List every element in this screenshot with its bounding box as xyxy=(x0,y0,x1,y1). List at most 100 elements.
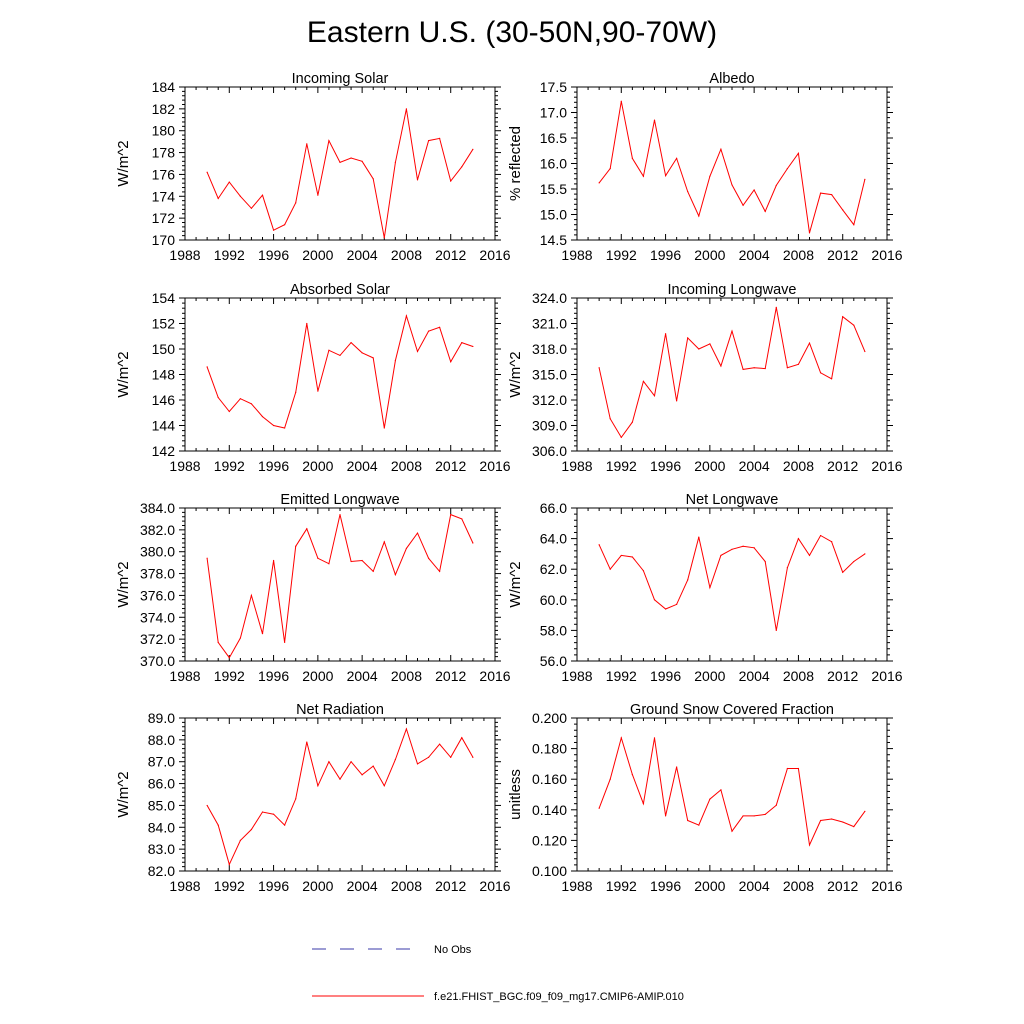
data-point xyxy=(261,633,264,635)
data-point xyxy=(775,629,777,632)
data-point xyxy=(831,378,833,380)
y-tick-label: 315.0 xyxy=(532,367,567,383)
y-tick-label: 182 xyxy=(152,101,176,117)
data-point xyxy=(808,554,811,557)
data-point xyxy=(620,554,622,557)
main-title: Eastern U.S. (30-50N,90-70W) xyxy=(307,16,717,49)
x-tick-label: 2004 xyxy=(739,458,770,474)
data-point xyxy=(808,232,811,234)
data-point xyxy=(317,390,319,392)
y-tick-label: 16.0 xyxy=(540,156,567,172)
data-point xyxy=(731,830,733,832)
x-tick-label: 1996 xyxy=(258,458,289,474)
data-point xyxy=(339,778,341,780)
data-point xyxy=(328,139,330,142)
data-point xyxy=(239,839,241,842)
y-axis-label: unitless xyxy=(507,769,524,820)
data-point xyxy=(842,821,844,823)
x-tick-label: 2000 xyxy=(302,247,333,263)
y-tick-label: 62.0 xyxy=(540,561,567,577)
data-point xyxy=(372,357,374,359)
x-tick-label: 2016 xyxy=(871,878,902,894)
data-point xyxy=(295,545,297,547)
data-point xyxy=(797,538,800,540)
data-point xyxy=(642,570,645,572)
y-tick-label: 324.0 xyxy=(532,290,567,306)
data-point xyxy=(439,326,441,328)
data-point xyxy=(764,813,766,815)
data-point xyxy=(206,366,208,368)
legend-model-label: f.e21.FHIST_BGC.f09_f09_mg17.CMIP6-AMIP.… xyxy=(434,991,684,1003)
data-point xyxy=(753,367,755,369)
data-point xyxy=(808,342,811,344)
y-tick-label: 380.0 xyxy=(140,544,175,560)
data-point xyxy=(372,178,374,180)
y-tick-label: 174 xyxy=(152,188,176,204)
data-point xyxy=(361,352,363,354)
y-tick-label: 382.0 xyxy=(140,522,175,538)
x-tick-label: 2008 xyxy=(391,247,422,263)
x-tick-label: 2004 xyxy=(347,668,378,684)
data-point xyxy=(720,148,722,150)
panel-0: Incoming Solar 1988 1992 1996 2000 2004 2008 20… xyxy=(115,71,511,263)
x-tick-label: 2008 xyxy=(783,878,814,894)
data-point xyxy=(383,785,385,787)
data-point xyxy=(328,349,330,351)
data-point xyxy=(786,567,788,569)
y-axis-label: W/m^2 xyxy=(115,351,132,397)
y-tick-label: 14.5 xyxy=(540,232,567,248)
data-point xyxy=(698,536,700,538)
data-point xyxy=(394,359,396,362)
x-tick-label: 1996 xyxy=(650,458,681,474)
x-tick-label: 2004 xyxy=(347,878,378,894)
data-point xyxy=(709,586,711,589)
data-point xyxy=(350,560,352,563)
x-tick-label: 2000 xyxy=(302,878,333,894)
data-point xyxy=(250,403,253,405)
data-point xyxy=(272,813,275,815)
x-tick-label: 2012 xyxy=(435,668,466,684)
x-tick-label: 2016 xyxy=(871,668,902,684)
data-point xyxy=(642,380,645,382)
y-tick-label: 318.0 xyxy=(532,341,567,357)
data-point xyxy=(250,828,253,831)
panel-5: Net Longwave 1988 1992 1996 2000 2004 2008 2012… xyxy=(507,492,903,684)
y-axis-label: W/m^2 xyxy=(115,771,132,817)
data-point xyxy=(764,560,766,563)
y-tick-label: 176 xyxy=(152,166,176,182)
panel-title: Ground Snow Covered Fraction xyxy=(630,702,834,718)
data-point xyxy=(339,161,341,164)
x-tick-label: 2016 xyxy=(479,458,510,474)
data-point xyxy=(676,400,678,402)
x-tick-label: 2000 xyxy=(694,458,725,474)
panel-title: Incoming Solar xyxy=(292,71,389,87)
x-tick-label: 1988 xyxy=(561,458,592,474)
panel-1: Albedo 1988 1992 1996 2000 2004 2008 2012 2016 14… xyxy=(507,71,903,263)
y-tick-label: 148 xyxy=(152,367,176,383)
x-tick-label: 2004 xyxy=(739,878,770,894)
y-tick-label: 180 xyxy=(152,123,176,139)
y-tick-label: 372.0 xyxy=(140,631,175,647)
data-point xyxy=(394,161,396,164)
x-tick-label: 1996 xyxy=(258,878,289,894)
x-tick-label: 2000 xyxy=(302,668,333,684)
data-point xyxy=(439,570,441,572)
y-axis-label: W/m^2 xyxy=(507,351,524,397)
data-point xyxy=(228,863,230,866)
data-point xyxy=(664,815,667,817)
y-tick-label: 83.0 xyxy=(148,841,175,857)
data-point xyxy=(653,599,656,601)
data-point xyxy=(472,756,474,758)
y-tick-label: 0.180 xyxy=(532,741,567,757)
panel-title: Net Longwave xyxy=(686,492,779,508)
x-tick-label: 2012 xyxy=(827,458,858,474)
x-tick-label: 1988 xyxy=(561,247,592,263)
x-tick-label: 2016 xyxy=(871,247,902,263)
panel-6: Net Radiation 1988 1992 1996 2000 2004 2008 201… xyxy=(115,702,511,894)
data-point xyxy=(361,160,363,162)
data-point xyxy=(709,798,711,800)
data-point xyxy=(753,189,755,191)
data-point xyxy=(339,354,341,356)
data-point xyxy=(853,560,855,563)
y-tick-label: 0.200 xyxy=(532,710,567,726)
